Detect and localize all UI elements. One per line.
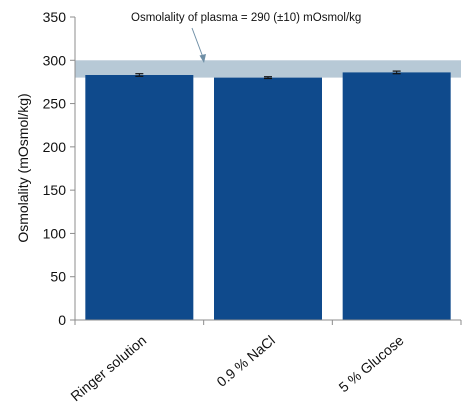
reference-band-label: Osmolality of plasma = 290 (±10) mOsmol/…: [131, 12, 361, 24]
bar-2: [214, 77, 322, 320]
y-tick-label-7: 350: [43, 9, 67, 25]
y-tick-label-1: 50: [50, 269, 66, 285]
y-tick-label-5: 250: [43, 96, 67, 112]
bars-layer: [85, 70, 451, 320]
y-tick-label-0: 0: [58, 312, 66, 328]
annotation-arrow: [191, 27, 205, 61]
y-tick-label-2: 100: [43, 225, 67, 241]
bar-3: [342, 72, 451, 320]
x-tick-label-2: 0.9 % NaCl: [213, 332, 278, 390]
x-tick-label-1: Ringer solution: [67, 332, 149, 404]
x-tick-label-3: 5 % Glucose: [336, 332, 407, 395]
annotation-layer: Osmolality of plasma = 290 (±10) mOsmol/…: [131, 12, 361, 63]
y-tick-label-6: 300: [43, 52, 67, 68]
annotation-arrowhead: [199, 54, 206, 63]
y-axis-title: Osmolality (mOsmol/kg): [15, 93, 31, 242]
bar-1: [85, 75, 194, 320]
y-tick-label-4: 200: [43, 139, 67, 155]
y-tick-label-3: 150: [43, 182, 67, 198]
